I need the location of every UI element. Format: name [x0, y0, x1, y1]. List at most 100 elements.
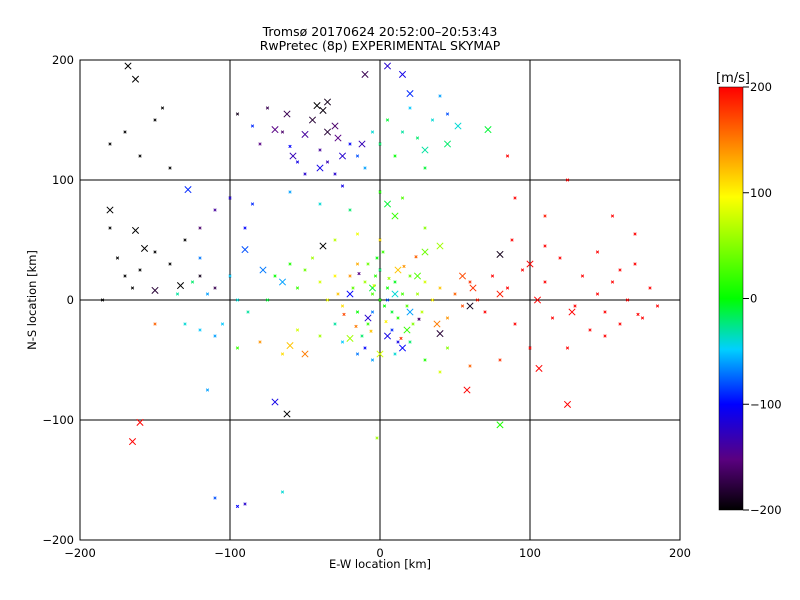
- scatter-point: [438, 286, 442, 290]
- scatter-point: [288, 190, 292, 194]
- y-tick-label: 0: [67, 293, 74, 307]
- scatter-point: [568, 308, 576, 316]
- scatter-point: [198, 328, 202, 332]
- scatter-point: [331, 122, 339, 130]
- scatter-point: [400, 292, 405, 296]
- scatter-point: [423, 358, 427, 362]
- scatter-point: [402, 264, 406, 269]
- scatter-point: [346, 290, 354, 298]
- scatter-point: [618, 322, 622, 326]
- scatter-point: [303, 268, 307, 272]
- scatter-point: [346, 334, 354, 342]
- scatter-point: [510, 238, 514, 242]
- scatter-point: [400, 196, 405, 200]
- scatter-point: [378, 142, 382, 146]
- scatter-point: [438, 94, 442, 98]
- scatter-point: [160, 106, 165, 110]
- scatter-point: [393, 352, 397, 356]
- scatter-point: [131, 226, 140, 234]
- scatter-point: [378, 268, 382, 272]
- scatter-point: [280, 352, 285, 356]
- scatter-point: [640, 316, 645, 320]
- scatter-point: [403, 326, 411, 334]
- scatter-point: [366, 322, 370, 326]
- scatter-point: [385, 286, 390, 290]
- scatter-point: [408, 340, 412, 344]
- scatter-point: [241, 246, 249, 254]
- scatter-point: [468, 364, 472, 368]
- scatter-point: [176, 282, 185, 290]
- scatter-point: [271, 398, 279, 406]
- scatter-point: [375, 436, 379, 440]
- scatter-point: [190, 280, 195, 284]
- x-tick-label: −100: [214, 546, 246, 560]
- scatter-point: [438, 370, 442, 374]
- scatter-point: [394, 266, 402, 274]
- scatter-point: [618, 268, 622, 272]
- scatter-point: [153, 118, 157, 122]
- scatter-point: [243, 502, 247, 506]
- scatter-point: [565, 346, 570, 350]
- scatter-point: [131, 75, 140, 83]
- scatter-point: [140, 244, 149, 252]
- scatter-point: [151, 286, 159, 294]
- scatter-point: [543, 214, 547, 218]
- scatter-point: [469, 284, 477, 292]
- scatter-point: [490, 274, 495, 278]
- scatter-point: [633, 232, 637, 236]
- scatter-point: [334, 134, 342, 142]
- scatter-point: [376, 350, 384, 358]
- scatter-point: [124, 62, 132, 70]
- scatter-point: [445, 112, 450, 116]
- scatter-point: [108, 226, 112, 230]
- scatter-point: [243, 226, 247, 230]
- scatter-point: [417, 317, 421, 321]
- scatter-point: [415, 136, 420, 140]
- scatter-point: [289, 152, 297, 160]
- scatter-point: [430, 298, 435, 302]
- scatter-point: [369, 329, 373, 333]
- scatter-point: [370, 358, 375, 362]
- scatter-point: [288, 262, 292, 266]
- scatter-point: [123, 130, 127, 134]
- scatter-point: [288, 144, 292, 149]
- scatter-point: [198, 226, 202, 230]
- x-tick-label: 100: [519, 546, 541, 560]
- chart-title-line2: RwPretec (8p) EXPERIMENTAL SKYMAP: [260, 38, 501, 53]
- scatter-point: [558, 256, 562, 260]
- scatter-point: [295, 160, 300, 164]
- scatter-point: [382, 304, 387, 308]
- scatter-point: [316, 164, 324, 172]
- scatter-point: [543, 280, 547, 284]
- scatter-point: [393, 280, 397, 284]
- scatter-point: [355, 262, 360, 266]
- scatter-point: [286, 342, 294, 350]
- y-tick-label: 200: [52, 53, 74, 67]
- scatter-point: [445, 316, 450, 320]
- scatter-point: [498, 358, 502, 362]
- scatter-point: [325, 298, 330, 302]
- scatter-point: [138, 154, 142, 158]
- scatter-point: [213, 496, 217, 500]
- scatter-point: [205, 388, 210, 392]
- scatter-point: [496, 250, 504, 258]
- plot-frame: [79, 59, 681, 541]
- scatter-point: [205, 292, 210, 296]
- scatter-point: [396, 340, 400, 344]
- scatter-point: [153, 322, 157, 326]
- scatter-point: [405, 304, 409, 308]
- colorbar-tick-label: 200: [750, 80, 772, 94]
- scatter-point: [333, 274, 337, 278]
- scatter-point: [454, 122, 462, 130]
- scatter-point: [250, 202, 255, 206]
- scatter-point: [280, 490, 285, 494]
- scatter-point: [423, 280, 427, 284]
- scatter-point: [313, 102, 321, 110]
- scatter-point: [340, 304, 345, 308]
- scatter-point: [198, 274, 202, 278]
- scatter-point: [130, 286, 135, 290]
- scatter-point: [318, 334, 322, 338]
- scatter-point: [318, 148, 322, 152]
- scatter-point: [595, 250, 600, 254]
